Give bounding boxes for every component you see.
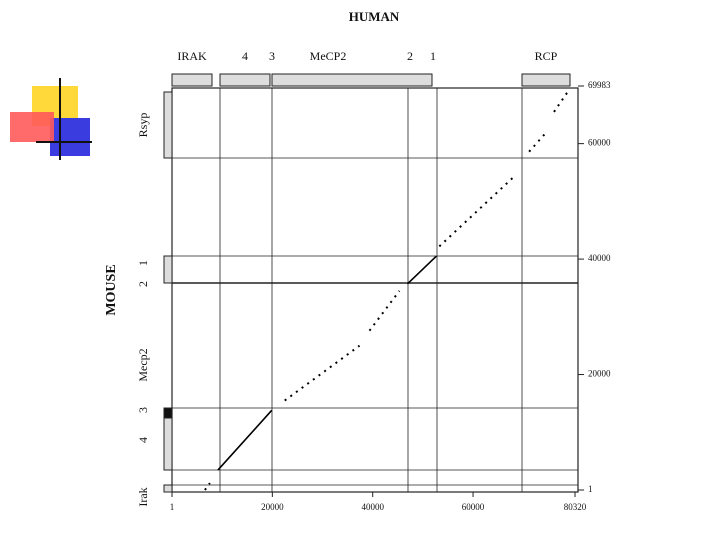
alignment-segment [553,89,570,113]
human-gene-label: MeCP2 [310,49,347,63]
human-gene-label: IRAK [177,49,207,63]
alignment-segment [284,344,361,402]
alignment-segment [368,290,401,332]
alignment-segment [528,130,548,153]
alignment-segment [217,409,273,471]
plot-frame [171,87,579,493]
y-tick-label: 1 [588,484,593,494]
x-tick-label: 40000 [361,502,384,512]
mouse-gene-bars [163,91,173,493]
human-gene-label: 4 [242,49,248,63]
x-tick-label: 60000 [462,502,485,512]
alignment-segment [204,482,211,491]
alignment-segment [438,175,515,248]
human-gene-label: 3 [269,49,275,63]
frame [163,73,579,493]
y-tick-label: 69983 [588,80,611,90]
slide-decoration [10,78,92,160]
mouse-gene-label: Irak [136,487,150,506]
y-axis-label: MOUSE [104,264,119,315]
boundary-lines [172,88,578,492]
mouse-gene-label: Mecp2 [136,348,150,381]
mouse-gene-label: 1 [136,260,150,266]
human-gene-label: 2 [407,49,413,63]
x-tick-label: 80320 [564,502,587,512]
chart-title: HUMAN [349,9,400,24]
deco-blue [50,118,90,156]
mouse-gene-label: 3 [136,407,150,413]
mouse-gene-label: 4 [136,437,150,443]
mouse-gene-label: 2 [136,281,150,287]
y-tick-label: 40000 [588,253,611,263]
x-tick-label: 1 [170,502,175,512]
alignment-segment [406,255,437,285]
human-gene-bars [171,73,571,87]
y-tick-label: 60000 [588,138,611,148]
mouse-gene-label: Rsyp [136,113,150,138]
human-gene-label: 1 [430,49,436,63]
human-gene-label: RCP [535,49,558,63]
y-tick-label: 20000 [588,369,611,379]
x-tick-label: 20000 [261,502,284,512]
deco-red [10,112,54,142]
